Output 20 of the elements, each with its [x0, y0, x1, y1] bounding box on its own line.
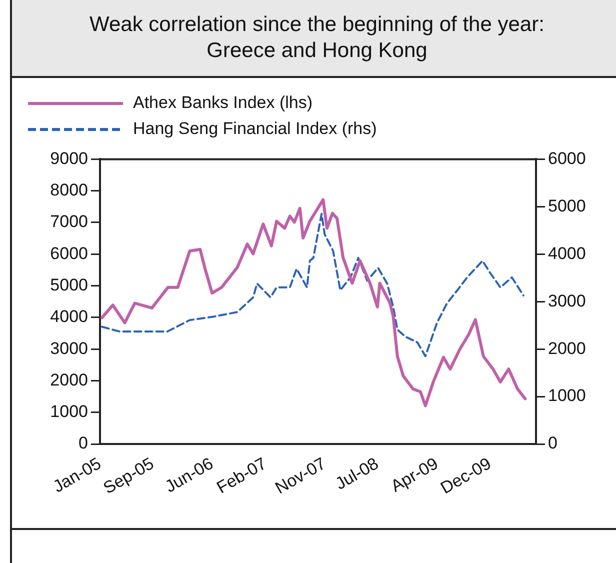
y2-tick-label: 6000	[548, 148, 586, 168]
y-tick-label: 3000	[50, 338, 88, 358]
y2-tick-label: 0	[548, 434, 558, 453]
y2-tick-label: 2000	[548, 338, 586, 358]
y-tick-label: 8000	[50, 180, 88, 200]
y2-tick-label: 5000	[548, 196, 586, 216]
y-tick-label: 2000	[50, 370, 88, 390]
y-tick-label: 4000	[50, 307, 88, 326]
y-tick-label: 1000	[50, 402, 88, 422]
y-tick-label: 5000	[50, 275, 88, 294]
y-tick-label: 9000	[50, 148, 88, 168]
chart-title: Weak correlation since the beginning of the year: Greece and Hong Kong	[88, 12, 546, 64]
y-tick-label: 7000	[50, 212, 88, 232]
y2-tick-label: 1000	[548, 386, 586, 406]
legend-label: Athex Banks Index (lhs)	[133, 93, 313, 113]
y-tick-label: 0	[78, 434, 88, 453]
legend-label: Hang Seng Financial Index (rhs)	[133, 119, 377, 139]
y2-tick-label: 4000	[548, 244, 586, 263]
y2-tick-label: 3000	[548, 291, 586, 310]
y-tick-label: 6000	[50, 244, 88, 263]
